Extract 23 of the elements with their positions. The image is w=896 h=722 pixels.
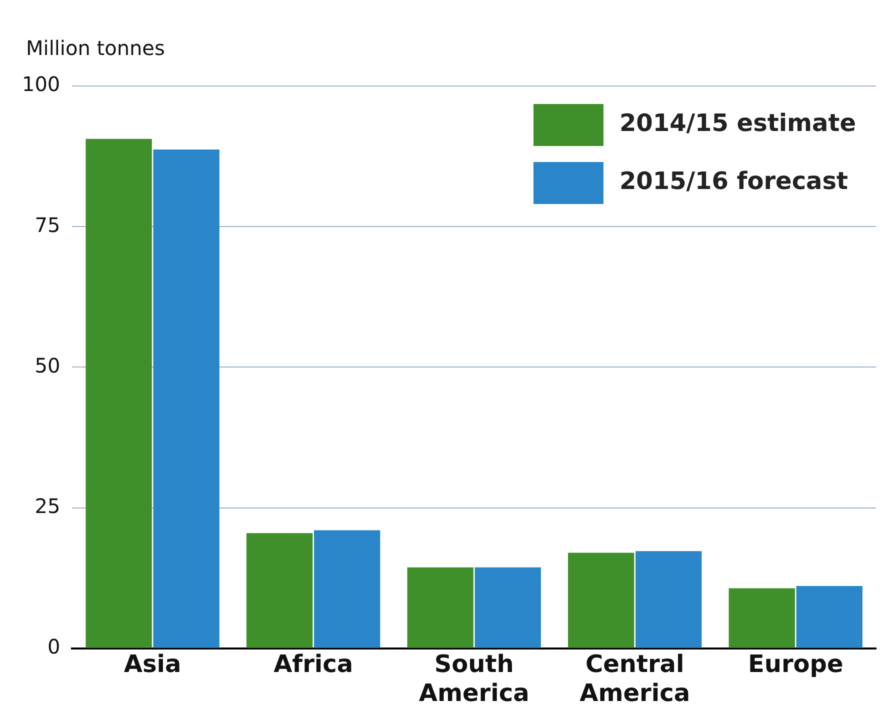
bar	[474, 567, 541, 648]
bar	[636, 551, 702, 648]
bar	[728, 588, 795, 648]
bar	[153, 150, 220, 648]
bar	[796, 586, 862, 648]
bar	[314, 530, 380, 648]
bar	[86, 138, 152, 648]
x-tick-label: Central America	[580, 650, 690, 707]
legend-label: 2014/15 estimate	[619, 109, 856, 138]
y-tick-label: 25	[34, 494, 60, 518]
y-tick-label: 100	[22, 72, 60, 96]
x-tick-label: Asia	[124, 650, 182, 678]
bar	[407, 567, 474, 648]
bar	[568, 552, 634, 648]
bar	[246, 533, 313, 648]
y-tick-label: 75	[34, 212, 60, 237]
legend-label: 2015/16 forecast	[619, 167, 848, 196]
x-tick-label: South America	[418, 650, 530, 707]
y-tick-label: 50	[34, 353, 60, 378]
y-tick-label: 0	[47, 634, 60, 659]
x-tick-label: Africa	[274, 650, 354, 678]
x-tick-label: Europe	[748, 650, 844, 678]
y-axis-title: Million tonnes	[26, 36, 165, 60]
